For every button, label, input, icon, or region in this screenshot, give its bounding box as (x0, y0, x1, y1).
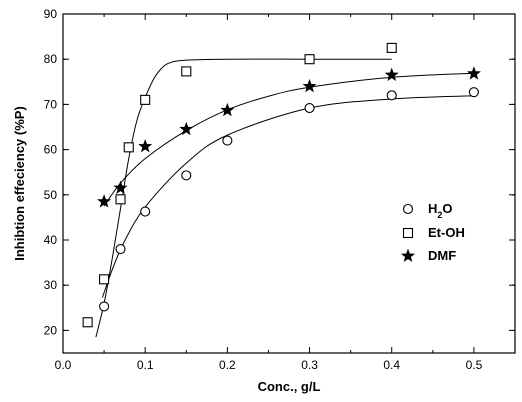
legend-circle-marker (402, 203, 414, 215)
y-tick-label: 40 (44, 233, 58, 247)
y-tick-label: 30 (44, 278, 58, 292)
plot-frame (62, 13, 516, 354)
legend-square-marker (402, 227, 414, 239)
y-tick-label: 70 (44, 97, 58, 111)
circle-marker (181, 170, 192, 181)
legend-label: H2O (428, 201, 453, 220)
fit-line-star (103, 72, 474, 207)
square-marker (304, 54, 315, 65)
x-tick-label: 0.2 (219, 358, 236, 372)
square-marker (99, 274, 110, 285)
star-marker (302, 78, 317, 93)
square-marker (181, 66, 192, 77)
y-tick-label: 90 (44, 7, 58, 21)
x-tick-label: 0.3 (301, 358, 318, 372)
plot-border (62, 13, 516, 354)
star-marker (384, 67, 399, 81)
fit-line-square (95, 58, 392, 338)
x-tick-label: 0.4 (383, 358, 400, 372)
circle-marker (115, 243, 126, 255)
star-marker (220, 102, 235, 117)
legend: H2O Et-OH DMF (400, 201, 465, 263)
y-tick-label: 50 (44, 188, 58, 202)
x-axis-title: Conc., g/L (258, 379, 321, 394)
circle-marker (304, 102, 315, 114)
legend-star-marker (400, 248, 416, 262)
legend-label: Et-OH (428, 225, 465, 240)
legend-label: DMF (428, 248, 456, 263)
x-tick-label: 0.5 (466, 358, 483, 372)
star-marker (466, 66, 481, 80)
x-tick-label: 0.1 (137, 358, 154, 372)
square-marker (140, 94, 151, 105)
y-axis-ticks: 20 30 40 50 60 70 80 90 (44, 7, 515, 337)
data-markers (82, 42, 481, 328)
star-marker (97, 194, 112, 208)
x-tick-label: 0.0 (55, 358, 72, 372)
square-marker (386, 42, 397, 53)
circle-marker (222, 135, 233, 146)
x-axis-ticks: 0.0 0.1 0.2 0.3 0.4 0.5 (55, 14, 483, 372)
fit-line-circle (101, 95, 474, 298)
circle-marker (140, 206, 151, 217)
y-tick-label: 20 (44, 323, 58, 337)
y-axis-title: Inhibtion effeciency (%P) (12, 106, 27, 261)
y-tick-label: 80 (44, 52, 58, 66)
fit-lines (95, 58, 474, 338)
y-tick-label: 60 (44, 143, 58, 157)
square-marker (115, 194, 126, 205)
star-marker (179, 121, 194, 136)
star-marker (113, 180, 128, 194)
square-marker (123, 142, 134, 153)
square-marker (82, 317, 93, 328)
circle-marker (99, 301, 110, 312)
circle-marker (468, 87, 479, 98)
circle-marker (386, 90, 397, 101)
star-marker (138, 139, 153, 153)
